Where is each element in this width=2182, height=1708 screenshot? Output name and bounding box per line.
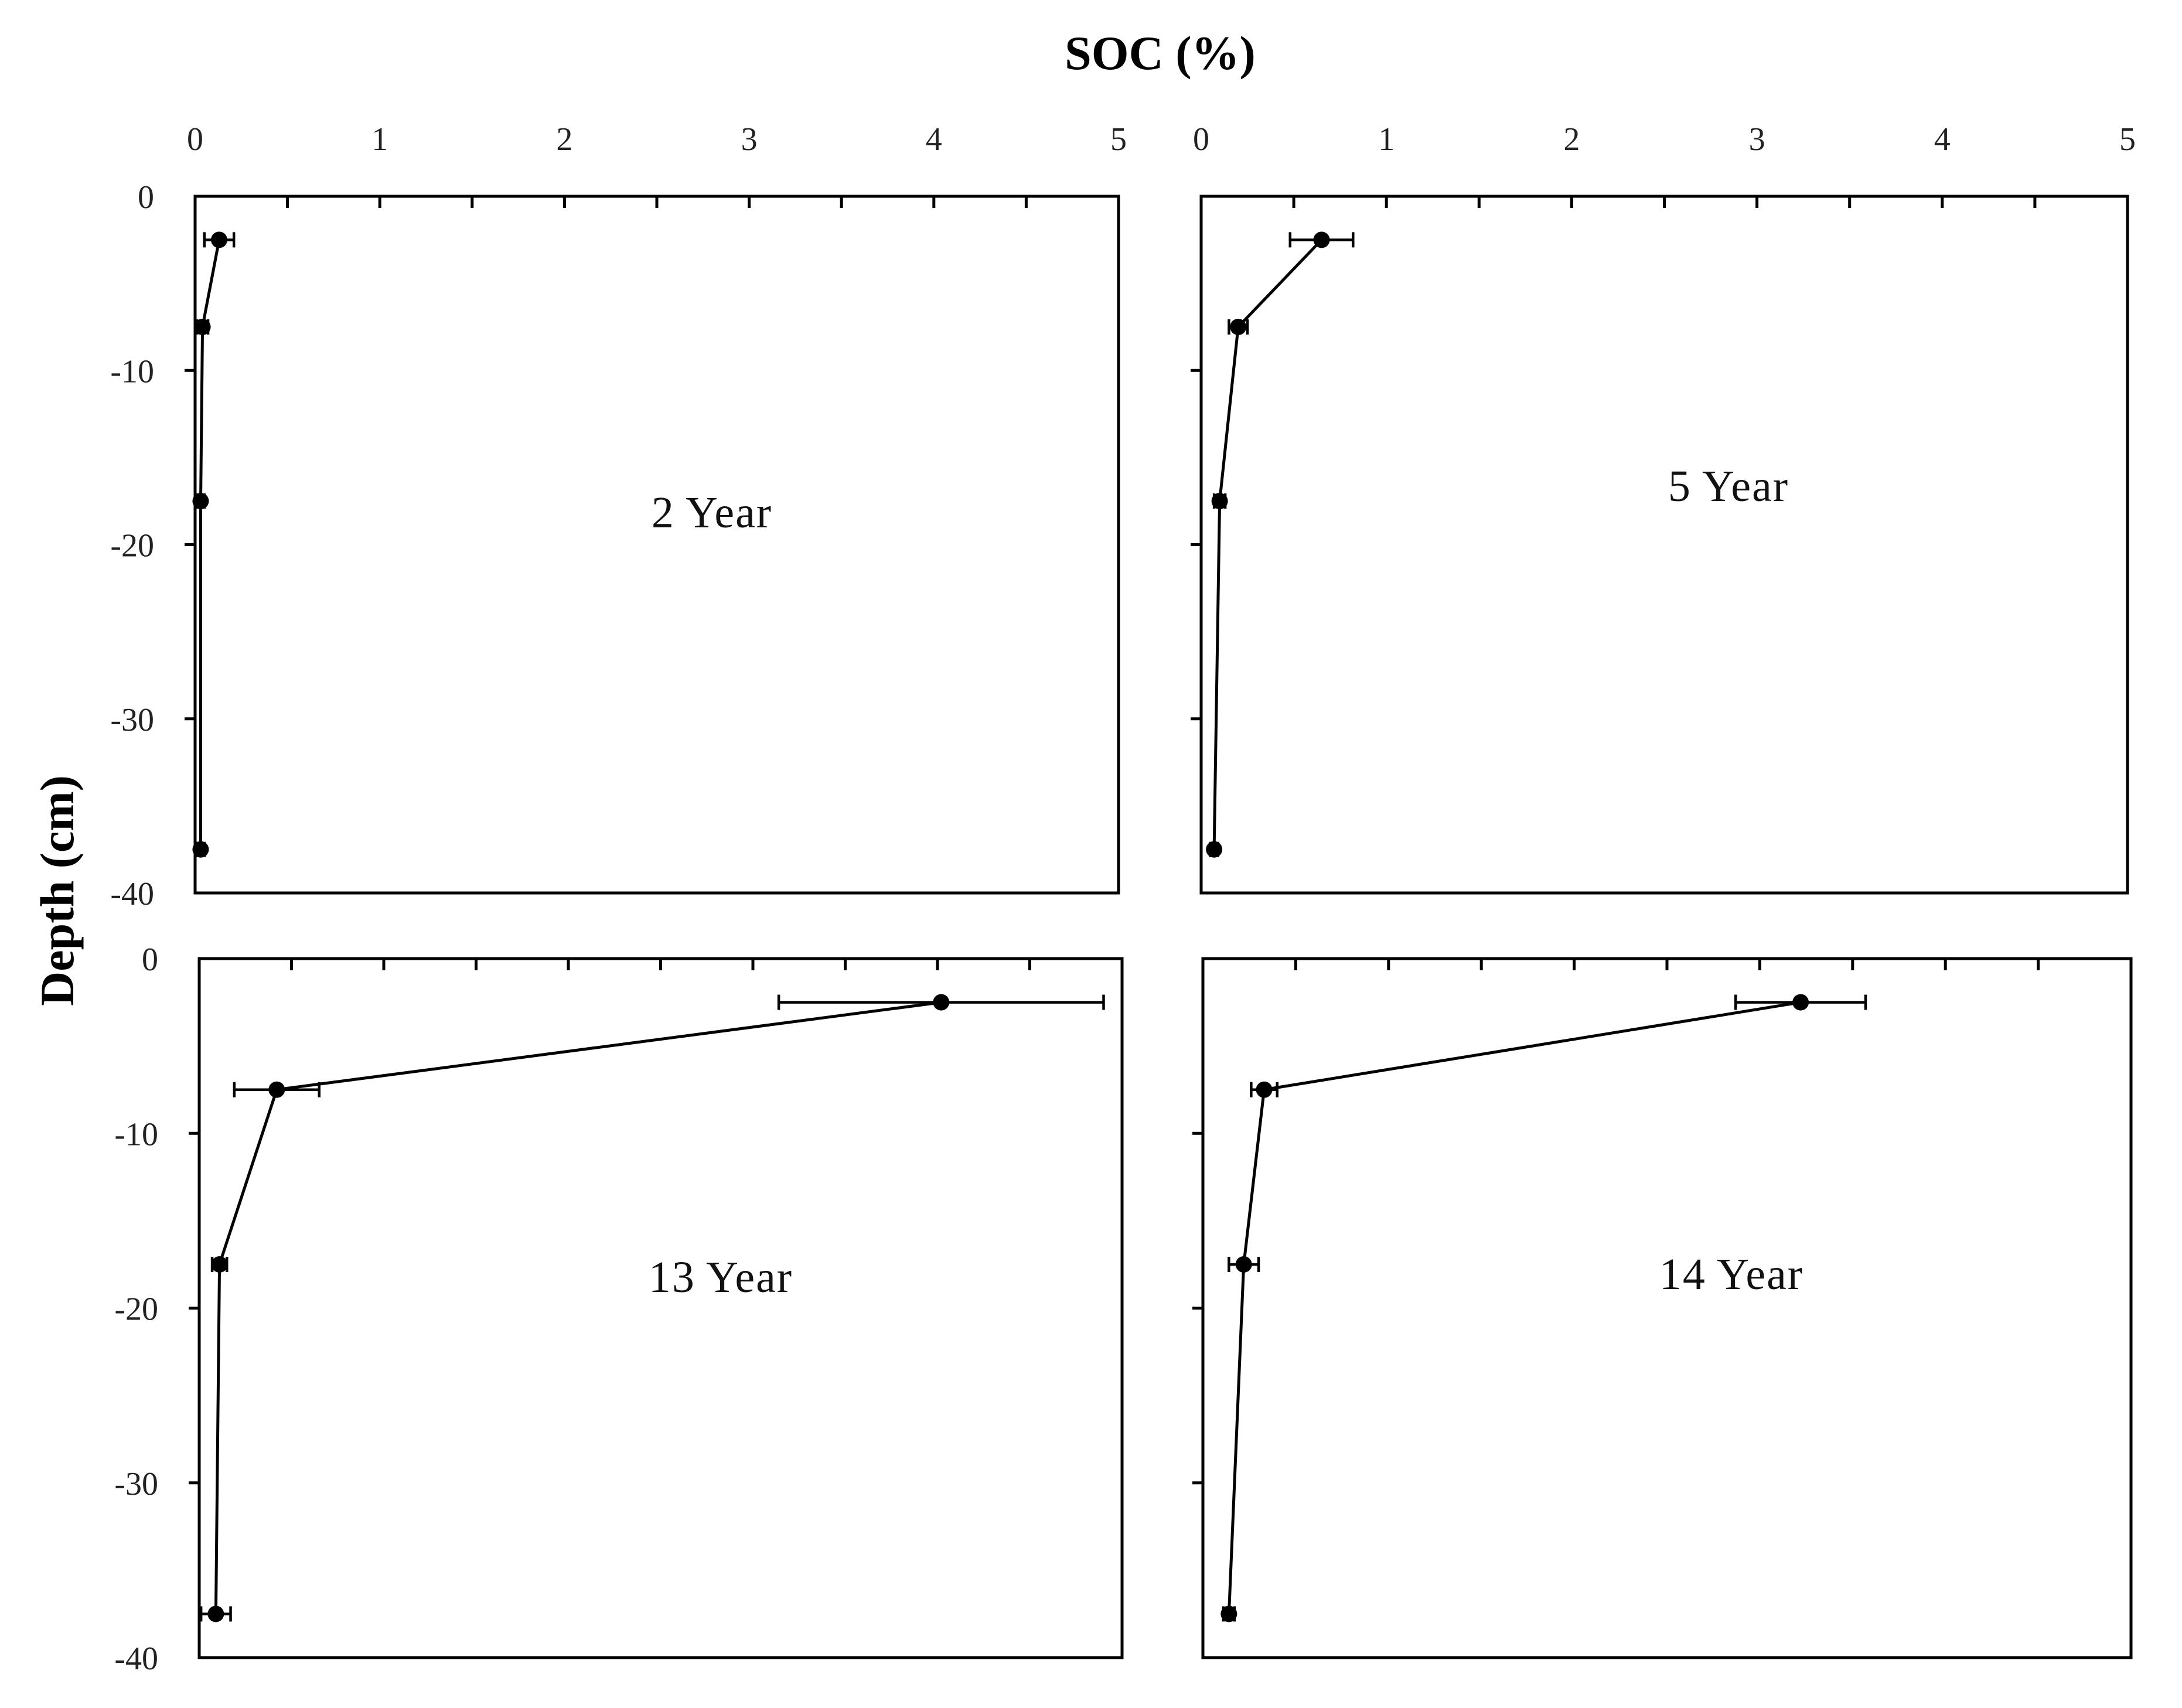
panel-label: 13 Year: [649, 1253, 793, 1302]
x-tick-label: 4: [926, 121, 942, 158]
x-tick-label: 0: [1193, 121, 1209, 158]
series-line: [1227, 1001, 1801, 1614]
x-tick-label: 0: [187, 121, 203, 158]
y-axis-title: Depth (cm): [30, 775, 84, 1006]
y-tick-label: -40: [114, 1641, 158, 1677]
y-tick-label: -40: [110, 876, 154, 912]
data-point: [192, 493, 209, 510]
panel-label: 5 Year: [1668, 462, 1789, 511]
plot-frame: [197, 957, 1124, 1659]
y-tick-label: -20: [114, 1291, 158, 1328]
x-tick-label: 5: [2119, 121, 2136, 158]
panel-label: 2 Year: [652, 488, 772, 537]
y-tick-label: 0: [138, 179, 154, 216]
data-point: [1792, 994, 1809, 1011]
panels-grid: 0 1 2 3 4 5 0 -10 -20 -30 -40 2 Year 0 1 2 3 4 5 5 Year 0 -1…: [110, 121, 2136, 1677]
data-point: [1220, 1605, 1237, 1622]
data-point: [207, 1605, 224, 1622]
data-point: [1313, 231, 1330, 248]
x-tick-label: 5: [1110, 121, 1127, 158]
y-tick-label: 0: [142, 942, 158, 978]
panel-4: 14 Year: [1192, 957, 2133, 1659]
panel-3: 0 -10 -20 -30 -40 13 Year: [114, 942, 1124, 1677]
data-point: [1206, 841, 1223, 858]
x-tick-label: 1: [371, 121, 388, 158]
plot-frame: [1201, 957, 2133, 1659]
series-line: [199, 239, 221, 850]
x-tick-label: 2: [556, 121, 572, 158]
data-point: [1211, 493, 1228, 510]
data-point: [1256, 1081, 1273, 1098]
panel-label: 14 Year: [1659, 1250, 1803, 1299]
data-point: [211, 1256, 228, 1273]
y-tick-label: -20: [110, 528, 154, 564]
x-tick-label: 1: [1378, 121, 1395, 158]
data-point: [1230, 318, 1247, 335]
plot-frame: [1199, 195, 2129, 895]
panel-2: 0 1 2 3 4 5 5 Year: [1191, 121, 2136, 895]
x-tick-label: 3: [741, 121, 758, 158]
y-tick-label: -30: [114, 1466, 158, 1502]
x-tick-label: 2: [1563, 121, 1580, 158]
data-point: [1235, 1256, 1252, 1273]
series-line: [1212, 238, 1323, 850]
y-tick-label: -10: [114, 1116, 158, 1153]
x-tick-label: 3: [1749, 121, 1765, 158]
data-point: [933, 994, 950, 1011]
data-point: [210, 231, 227, 248]
y-tick-label: -10: [110, 353, 154, 390]
series-line: [214, 1001, 942, 1614]
panel-1: 0 1 2 3 4 5 0 -10 -20 -30 -40 2 Year: [110, 121, 1127, 912]
data-point: [194, 318, 211, 335]
data-point: [268, 1081, 285, 1098]
x-axis-title: SOC (%): [1065, 26, 1256, 80]
x-tick-label: 4: [1934, 121, 1951, 158]
y-tick-label: -30: [110, 702, 154, 738]
plot-frame: [193, 195, 1120, 895]
data-point: [192, 841, 209, 858]
